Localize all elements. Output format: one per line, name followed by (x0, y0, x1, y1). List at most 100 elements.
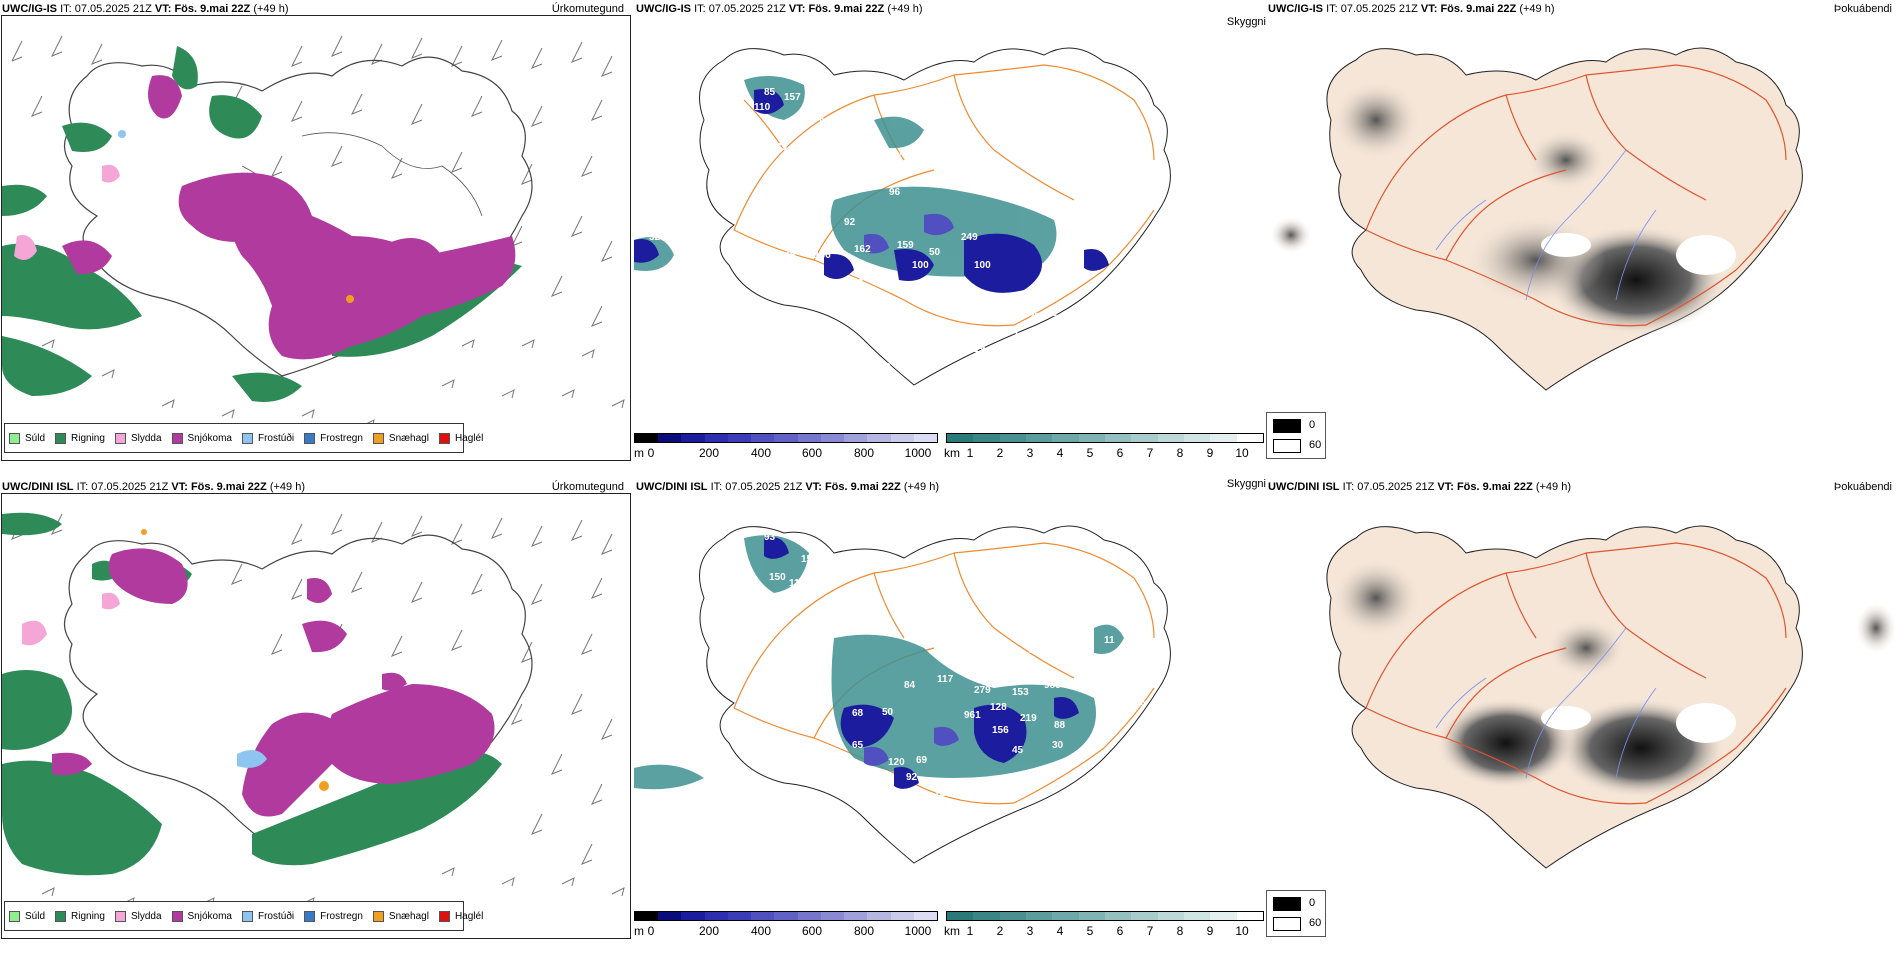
map-value: 119 (969, 344, 986, 355)
map-value: 59 (718, 132, 730, 143)
legend-swatch (114, 432, 126, 444)
tick-label: 5 (1086, 924, 1094, 938)
tick-label: 9 (1206, 924, 1214, 938)
legend-item: Frostúði (241, 432, 294, 444)
legend-swatch (372, 432, 384, 444)
colorbar-segment (635, 434, 659, 442)
height-colorbar (634, 433, 938, 443)
map-value: 201 (664, 704, 681, 715)
roads (1365, 542, 1787, 805)
colorbar-segment (1131, 434, 1158, 442)
colorbar-segment (704, 434, 728, 442)
colorbar-segment (658, 912, 682, 920)
map-value: 69 (916, 755, 928, 766)
map-frame (1, 493, 631, 939)
wind-barbs (10, 513, 625, 907)
map-value: 153 (1012, 687, 1029, 698)
colorbar-segment (1183, 434, 1211, 442)
legend-swatch (171, 910, 183, 922)
visibility-panel: UWC/DINI ISL IT: 07.05.2025 21Z VT: Fös.… (634, 478, 1266, 948)
tick-label: 4 (1056, 446, 1064, 460)
map-value: 96 (896, 282, 908, 293)
legend-item: Rigning (55, 432, 105, 444)
colorbar-segment (797, 912, 821, 920)
fog-height-areas (634, 89, 1109, 293)
precip-type-legend: Súld Rigning Slydda Snjókoma Frostúði Fr… (4, 901, 483, 931)
map-value: 153 (870, 268, 887, 279)
legend-swatch (1273, 897, 1301, 911)
colorbar-segment (751, 434, 775, 442)
map-value: 02 (1114, 680, 1126, 691)
colorbar-segment (1157, 434, 1184, 442)
map-value: 70 (899, 382, 911, 393)
map-value-labels: 93 85 150 11 15 178 1615 99 75 201 117 8… (664, 532, 1146, 831)
map-value: 50 (929, 247, 941, 258)
roads (733, 64, 1155, 327)
tick-label: 0 (647, 924, 655, 938)
legend-swatch (438, 432, 450, 444)
legend-swatch (372, 910, 384, 922)
map-value: 178 (714, 578, 731, 589)
map-value: 69 (909, 800, 921, 811)
map-value: 65 (852, 740, 864, 751)
map-value: 100 (912, 260, 929, 271)
panel-subtitle: Skyggni (1226, 478, 1266, 490)
legend-item: Haglél (438, 432, 483, 444)
tick-label: 600 (801, 446, 823, 460)
legend-swatch (1273, 419, 1301, 433)
map-value: 120 (888, 757, 905, 768)
legend-item: Snæhagl (372, 432, 429, 444)
legend-swatch (171, 432, 183, 444)
visibility-map: 93 85 150 11 15 178 1615 99 75 201 117 8… (634, 525, 1171, 864)
colorbar-segment (820, 434, 845, 442)
colorbar-segment (1236, 434, 1263, 442)
map-value: 961 (964, 710, 981, 721)
map-value: 75 (664, 670, 676, 681)
map-value: 92 (844, 217, 856, 228)
map-value: 28 (1029, 645, 1041, 656)
map-value: 124 (904, 312, 921, 323)
map-value: 85 (724, 552, 736, 563)
colorbar-segment (751, 912, 775, 920)
map-value: 96 (889, 187, 901, 198)
colorbar-segment (1078, 912, 1105, 920)
map-value: 77 (751, 54, 763, 65)
tick-label: 7 (1146, 924, 1154, 938)
tick-label: 5 (1086, 446, 1094, 460)
panel-subtitle: Úrkomutegund (551, 481, 624, 493)
map-value: 170 (874, 362, 891, 373)
colorbar-segment (635, 912, 659, 920)
tick-label: 8 (1176, 924, 1184, 938)
map-value: 79 (826, 292, 838, 303)
panel-title: UWC/IG-IS IT: 07.05.2025 21Z VT: Fös. 9.… (636, 3, 923, 15)
colorbar-segment (1052, 912, 1079, 920)
tick-label: 600 (801, 924, 823, 938)
colorbar-segment (913, 912, 938, 920)
coastline (63, 56, 533, 377)
colorbar-segment (797, 434, 821, 442)
rivers (1435, 149, 1657, 301)
height-unit: m (634, 924, 644, 938)
map-value: 32 (649, 232, 661, 243)
map-value: 236 (1114, 274, 1131, 285)
map-value: 146 (779, 250, 796, 261)
map-value: 53 (852, 278, 864, 289)
legend-swatch (304, 432, 316, 444)
panel-subtitle: Skyggni (1226, 16, 1266, 28)
legend-item: Snjókoma (171, 432, 232, 444)
map-value: 110 (754, 102, 771, 113)
panel-title: UWC/DINI ISL IT: 07.05.2025 21Z VT: Fös.… (636, 481, 939, 493)
tick-label: 0 (647, 446, 655, 460)
map-value: 113 (814, 87, 831, 98)
map-value: 79 (776, 142, 788, 153)
map-value: 162 (854, 244, 871, 255)
visibility-map: 988 96 92 146 186 162 159 50 249 100 100… (634, 47, 1171, 393)
tick-label: 10 (1235, 924, 1249, 938)
map-value: 87 (1004, 307, 1016, 318)
map-value: 179 (846, 306, 863, 317)
tick-label: 1000 (904, 924, 932, 938)
low-visibility-areas (634, 535, 1124, 790)
map-value: 15 (801, 554, 813, 565)
map-value: 65 (732, 104, 744, 115)
tick-label: 400 (750, 446, 772, 460)
